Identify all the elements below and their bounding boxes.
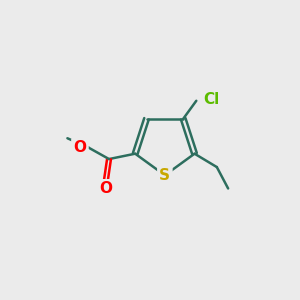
Text: O: O (74, 140, 86, 155)
Text: Cl: Cl (203, 92, 219, 107)
Text: O: O (99, 181, 112, 196)
Text: S: S (159, 168, 170, 183)
